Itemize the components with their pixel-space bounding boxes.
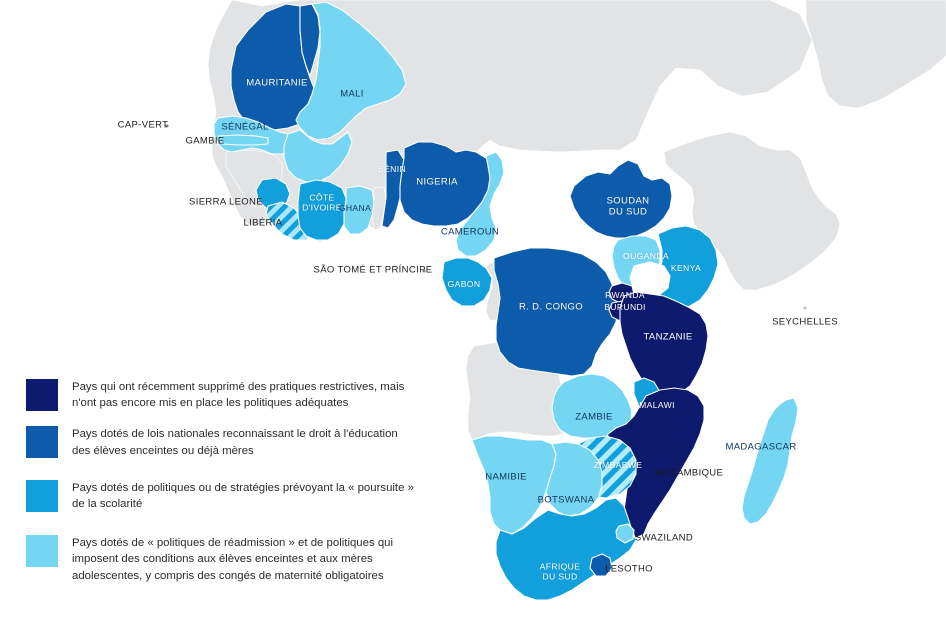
map-legend: Pays qui ont récemment supprimé des prat… bbox=[26, 378, 418, 598]
legend-item-3: Pays dotés de politiques ou de stratégie… bbox=[26, 479, 418, 512]
legend-swatch-cat4 bbox=[26, 535, 58, 568]
country-mozambique bbox=[605, 387, 705, 539]
country-rd-congo bbox=[493, 247, 619, 377]
country-kenya bbox=[655, 225, 719, 309]
country-mauritanie-ne bbox=[299, 3, 321, 77]
legend-label-cat2: Pays dotés de lois nationales reconnaiss… bbox=[72, 428, 398, 457]
legend-swatch-cat1 bbox=[26, 379, 58, 411]
legend-label-cat4: Pays dotés de « politiques de réadmissio… bbox=[72, 537, 394, 582]
country-liberia bbox=[265, 201, 313, 241]
country-soudan-du-sud bbox=[569, 159, 673, 239]
country-lesotho bbox=[589, 553, 613, 577]
country-gabon bbox=[441, 257, 493, 307]
cap-vert-dot bbox=[165, 124, 169, 128]
country-namibie bbox=[471, 435, 557, 535]
country-madagascar bbox=[741, 397, 799, 525]
legend-swatch-cat3 bbox=[26, 479, 58, 512]
country-ghana bbox=[343, 185, 375, 235]
legend-label-cat3: Pays dotés de politiques ou de stratégie… bbox=[72, 481, 414, 510]
country-cote-divoire bbox=[297, 179, 347, 241]
legend-item-1: Pays qui ont récemment supprimé des prat… bbox=[26, 378, 418, 411]
country-tanzanie bbox=[619, 291, 709, 395]
country-gambie bbox=[217, 134, 269, 146]
legend-label-cat1: Pays qui ont récemment supprimé des prat… bbox=[72, 381, 405, 410]
seychelles-marker bbox=[803, 306, 807, 310]
sao-tome-dot bbox=[422, 269, 426, 273]
country-swaziland bbox=[615, 523, 635, 544]
country-afrique-du-sud bbox=[495, 497, 637, 601]
lake-victoria bbox=[629, 261, 671, 297]
legend-swatch-cat2 bbox=[26, 426, 58, 459]
legend-item-4: Pays dotés de « politiques de réadmissio… bbox=[26, 534, 418, 584]
country-mali bbox=[295, 1, 407, 141]
country-mali-south bbox=[283, 129, 353, 183]
country-cameroun bbox=[455, 151, 505, 257]
country-botswana bbox=[545, 441, 603, 517]
legend-item-2: Pays dotés de lois nationales reconnaiss… bbox=[26, 425, 418, 459]
